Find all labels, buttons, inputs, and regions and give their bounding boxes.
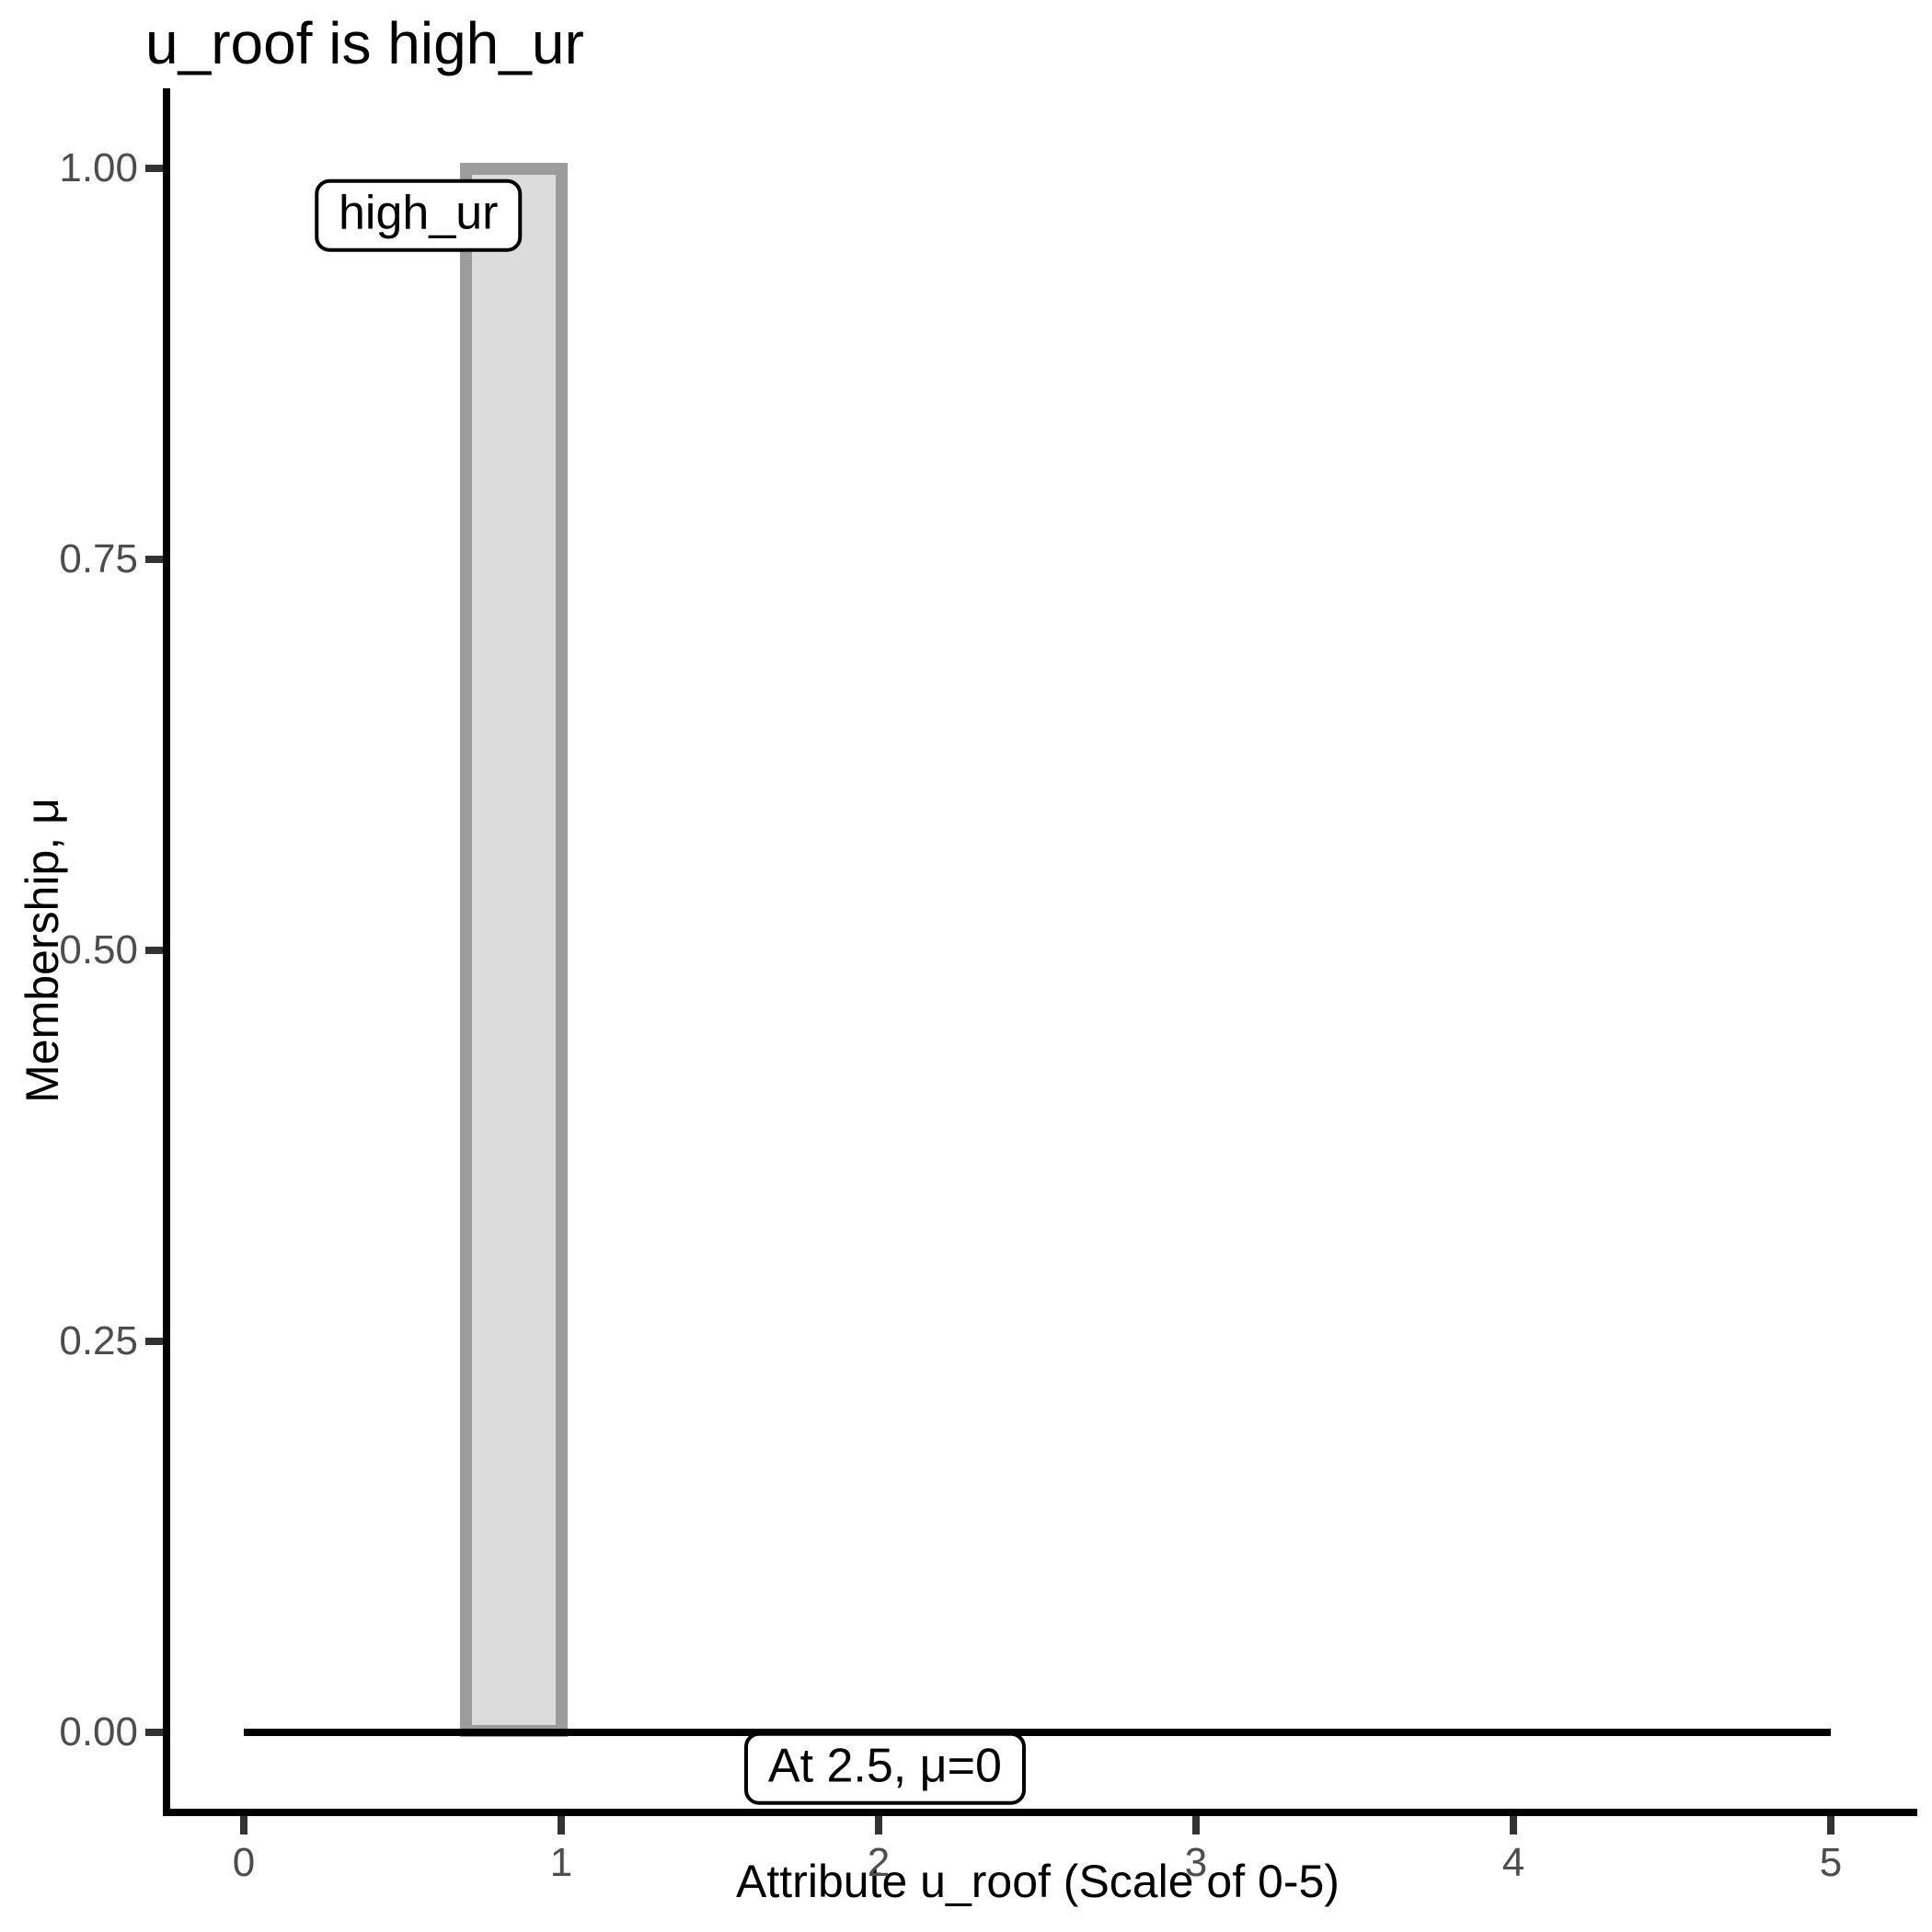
plot-panel bbox=[163, 88, 1917, 1816]
y-tick-label: 0.50 bbox=[59, 927, 138, 972]
x-tick-label: 4 bbox=[1501, 1840, 1525, 1885]
x-tick-mark bbox=[1192, 1816, 1200, 1834]
y-tick-label: 1.00 bbox=[59, 145, 138, 190]
x-tick-label: 0 bbox=[232, 1840, 256, 1885]
x-tick-mark bbox=[1827, 1816, 1834, 1834]
x-tick-mark bbox=[875, 1816, 882, 1834]
y-tick-mark bbox=[145, 947, 163, 954]
x-tick-label: 1 bbox=[549, 1840, 573, 1885]
chart-title: u_roof is high_ur bbox=[145, 10, 584, 76]
y-tick-label: 0.25 bbox=[59, 1318, 138, 1363]
x-tick-mark bbox=[240, 1816, 247, 1834]
x-tick-mark bbox=[558, 1816, 565, 1834]
x-axis-title: Attribute u_roof (Scale of 0-5) bbox=[736, 1856, 1340, 1907]
annotation-label: At 2.5, μ=0 bbox=[743, 1731, 1026, 1805]
x-tick-label: 3 bbox=[1184, 1840, 1208, 1885]
y-tick-mark bbox=[145, 556, 163, 563]
y-tick-label: 0.75 bbox=[59, 536, 138, 581]
y-tick-label: 0.00 bbox=[59, 1709, 138, 1754]
y-tick-mark bbox=[145, 165, 163, 172]
zero-membership-line bbox=[244, 1729, 1831, 1736]
x-tick-label: 5 bbox=[1819, 1840, 1843, 1885]
x-tick-mark bbox=[1510, 1816, 1517, 1834]
y-tick-mark bbox=[145, 1729, 163, 1736]
x-tick-label: 2 bbox=[867, 1840, 891, 1885]
membership-bar-high_ur bbox=[460, 162, 568, 1737]
annotation-label: high_ur bbox=[315, 178, 523, 252]
y-tick-mark bbox=[145, 1338, 163, 1345]
